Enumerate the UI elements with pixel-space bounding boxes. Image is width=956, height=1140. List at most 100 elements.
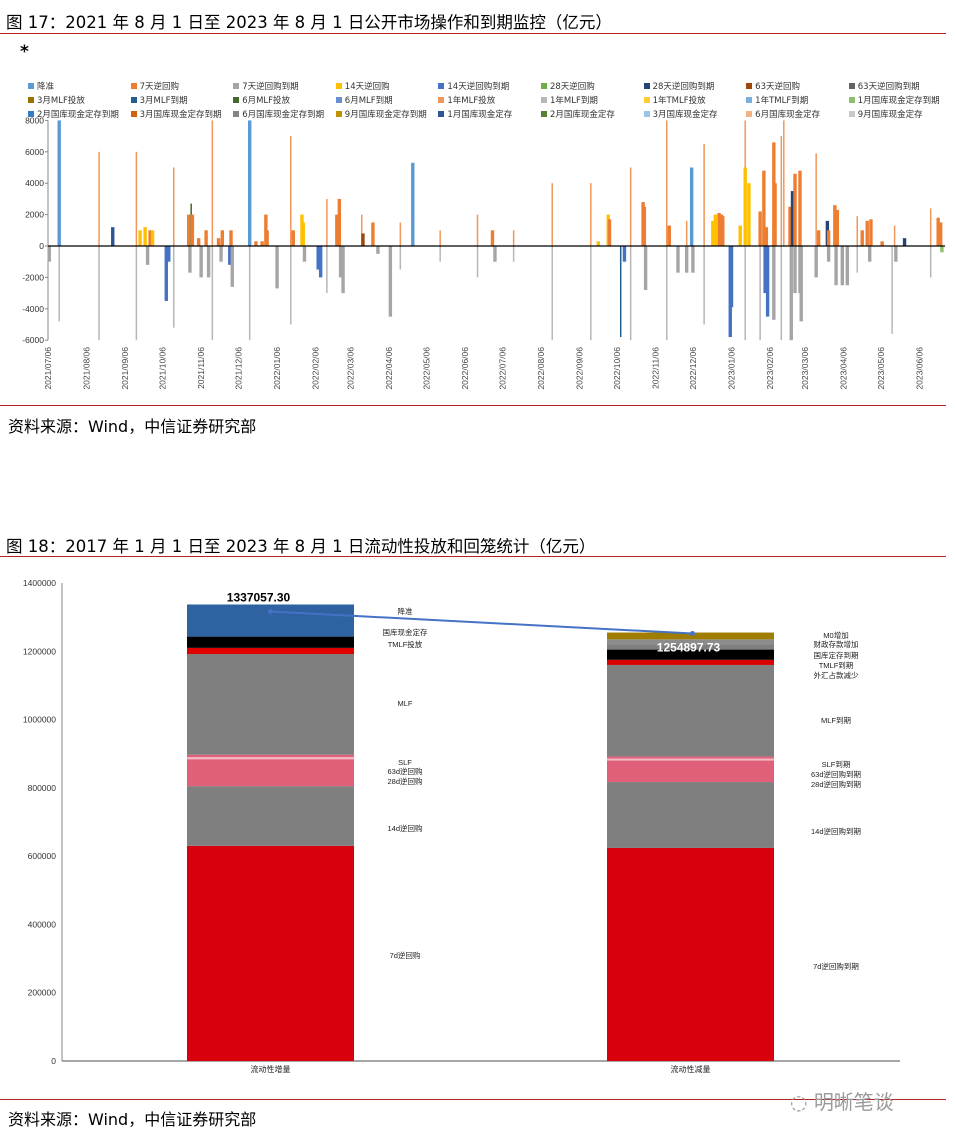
bar <box>301 222 305 246</box>
bar <box>642 206 647 246</box>
bar <box>512 246 515 262</box>
y-tick-label: 600000 <box>28 851 57 861</box>
legend-swatch <box>643 82 650 89</box>
bar <box>376 246 380 254</box>
legend-swatch <box>848 110 855 117</box>
legend-label: 14天逆回购到期 <box>447 81 510 92</box>
legend-label: 1年MLF投放 <box>447 95 496 106</box>
bar <box>773 183 777 246</box>
bar <box>145 246 150 265</box>
bar <box>772 246 776 320</box>
legend-swatch <box>746 82 753 89</box>
x-tick-label: 2022/06/06 <box>460 347 470 390</box>
segment-label: M0增加 <box>823 630 848 640</box>
legend-item: 1月国库现金定存 <box>438 107 541 120</box>
stack-segment <box>187 647 354 655</box>
legend-label: 7天逆回购到期 <box>242 81 299 92</box>
total-marker <box>268 608 273 614</box>
bar <box>138 230 142 246</box>
bar <box>150 230 155 246</box>
legend-label: 1月国库现金定存 <box>447 109 513 120</box>
y-tick-label: 4000 <box>25 178 44 188</box>
bar <box>335 214 339 246</box>
bar <box>685 220 688 246</box>
legend-item: 14天逆回购 <box>335 79 439 92</box>
bar <box>826 230 831 246</box>
bar <box>860 230 864 246</box>
operations-chart: 8000 6000 4000 2000 0 -2000 -4000 -6000 2021/07/… <box>22 115 945 390</box>
x-tick-label: 2022/07/06 <box>497 347 507 390</box>
bar <box>666 246 668 341</box>
total-line <box>270 610 693 635</box>
bar <box>936 217 940 246</box>
bar <box>891 246 893 334</box>
segment-label: 14d逆回购 <box>387 823 422 833</box>
legend-label: 9月国库现金定存到期 <box>344 109 427 120</box>
y-tick-label: 400000 <box>28 919 57 929</box>
bar <box>938 222 943 246</box>
watermark-text: 明晰笔谈 <box>813 1090 894 1114</box>
y-tick-label: -6000 <box>22 335 44 345</box>
bar <box>590 183 592 246</box>
legend-swatch <box>438 96 445 103</box>
bar <box>211 246 214 341</box>
legend-label: 6月国库现金定存 <box>755 109 821 120</box>
stack-segment <box>607 664 774 757</box>
legend-swatch <box>335 96 342 103</box>
legend-label: 63天逆回购 <box>755 81 800 92</box>
legend-label: 3月国库现金定存 <box>652 109 718 120</box>
segment-label: 28d逆回购 <box>387 776 422 786</box>
stack-segment <box>607 758 774 761</box>
bar <box>856 246 858 273</box>
stack-segment <box>607 639 774 645</box>
x-tick-label: 2022/08/06 <box>536 347 546 390</box>
legend-swatch <box>233 110 240 117</box>
bar <box>411 162 415 246</box>
bar <box>247 120 252 246</box>
legend-item: 3月MLF投放 <box>28 93 131 106</box>
legend-label: 降准 <box>37 81 55 92</box>
bar <box>764 227 769 246</box>
stack-segment <box>607 632 774 640</box>
bar <box>629 246 632 341</box>
bar <box>476 214 479 246</box>
legend-swatch <box>28 96 34 103</box>
legend-item: 9月国库现金定存 <box>848 107 952 120</box>
legend-swatch <box>28 110 34 117</box>
bar <box>493 246 497 262</box>
x-tick-label: 2022/05/06 <box>421 347 431 390</box>
y-tick-label: 0 <box>51 1056 56 1066</box>
bar <box>337 198 342 246</box>
y-tick-label: 6000 <box>25 147 44 157</box>
bar <box>190 214 195 246</box>
bar <box>135 246 138 341</box>
bar <box>833 205 837 246</box>
bar <box>783 120 785 246</box>
bar <box>689 167 694 246</box>
legend-swatch <box>335 82 342 89</box>
legend-label: 63天逆回购到期 <box>857 81 920 92</box>
x-tick-label: 2022/03/06 <box>346 347 356 390</box>
legend-item: 1年TMLF到期 <box>746 93 849 106</box>
stack-segment <box>187 636 354 648</box>
stack-segment <box>607 644 774 650</box>
bar <box>148 230 152 246</box>
legend-label: 9月国库现金定存 <box>857 109 923 120</box>
legend-label: 3月MLF到期 <box>139 95 188 106</box>
bar <box>666 120 668 246</box>
y-tick-label: 800000 <box>28 783 57 793</box>
bar <box>788 206 792 246</box>
legend-item: 3月国库现金定存到期 <box>130 107 234 120</box>
legend-label: 28天逆回购 <box>549 81 595 92</box>
bar <box>856 216 858 246</box>
bar <box>164 246 168 301</box>
bar <box>835 209 840 246</box>
bar <box>371 222 375 246</box>
legend-item: 6月国库现金定存到期 <box>233 107 336 120</box>
source-divider <box>0 405 946 406</box>
total-marker <box>690 631 695 637</box>
legend-item: 3月MLF到期 <box>130 93 234 106</box>
segment-label: 63d逆回购 <box>387 766 422 776</box>
stack-segment <box>187 845 354 1061</box>
legend-swatch <box>643 96 650 103</box>
